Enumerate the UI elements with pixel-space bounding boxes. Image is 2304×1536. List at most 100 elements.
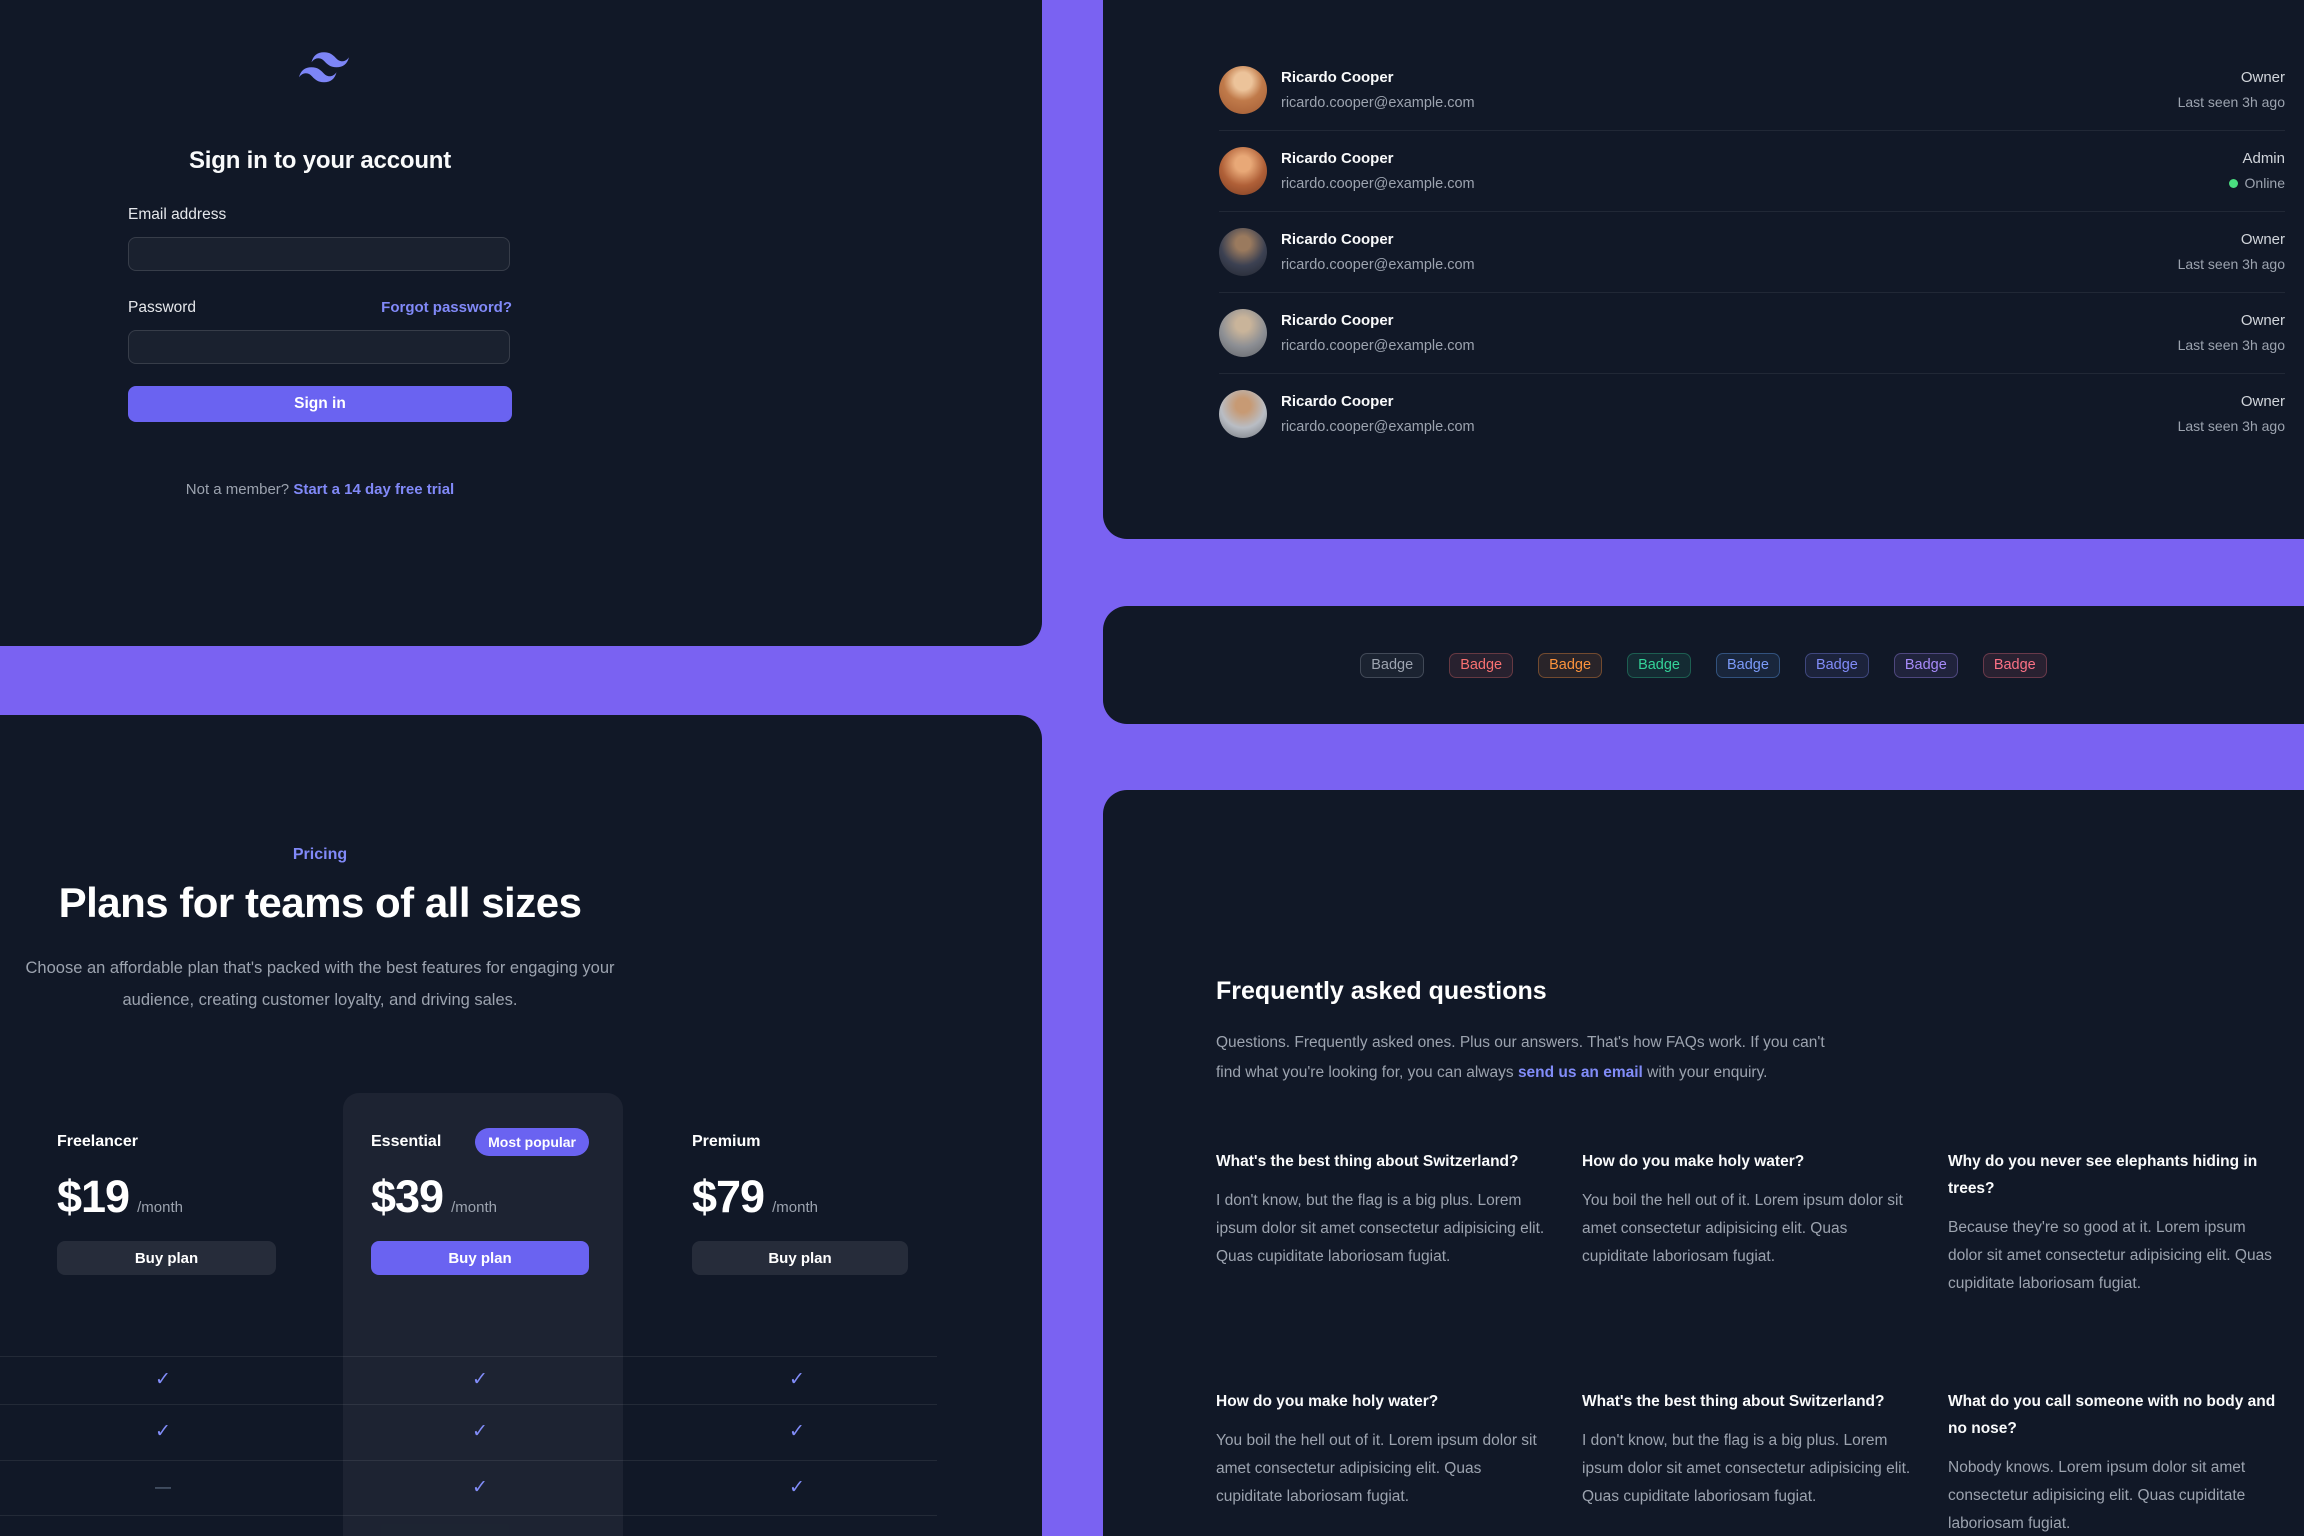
faq-question: What's the best thing about Switzerland? (1582, 1393, 1885, 1410)
user-name: Ricardo Cooper (1281, 392, 1394, 410)
online-dot-icon (2228, 179, 2238, 188)
user-last-seen: Last seen 3h ago (2177, 256, 2285, 272)
password-field[interactable] (128, 330, 510, 364)
team-row: Ricardo Cooper ricardo.cooper@example.co… (1219, 212, 2285, 293)
feature-check: ✓ (155, 1369, 171, 1390)
user-avatar (1219, 390, 1267, 438)
featured-tier-card (343, 1093, 623, 1536)
tier-freelancer: Freelancer $19 /month Buy plan (57, 1127, 276, 1327)
tier-price: $39 (371, 1171, 444, 1222)
tailwind-logo-icon (299, 52, 349, 83)
sign-in-button[interactable]: Sign in (128, 386, 512, 422)
badge-pink: Badge (1982, 652, 2047, 678)
faq-question: How do you make holy water? (1582, 1153, 1805, 1170)
email-field[interactable] (128, 237, 510, 271)
team-list: Ricardo Cooper ricardo.cooper@example.co… (1219, 50, 2285, 454)
most-popular-badge: Most popular (475, 1128, 589, 1156)
feature-check: ✓ (789, 1369, 805, 1390)
pricing-title: Plans for teams of all sizes (58, 879, 582, 926)
buy-plan-button[interactable]: Buy plan (57, 1241, 276, 1275)
team-row: Ricardo Cooper ricardo.cooper@example.co… (1219, 293, 2285, 374)
tier-price: $79 (692, 1171, 765, 1222)
badge-gray: Badge (1360, 652, 1425, 678)
tier-name: Freelancer (57, 1133, 138, 1150)
badge-orange: Badge (1538, 652, 1603, 678)
badge-indigo: Badge (1804, 652, 1869, 678)
faq-question: What's the best thing about Switzerland? (1216, 1153, 1519, 1170)
feature-dash: — (155, 1479, 171, 1496)
user-name: Ricardo Cooper (1281, 311, 1394, 329)
feature-check: ✓ (789, 1421, 805, 1442)
feature-check: ✓ (789, 1477, 805, 1498)
user-name: Ricardo Cooper (1281, 230, 1394, 248)
user-role: Owner (2240, 393, 2285, 410)
faq-title: Frequently asked questions (1216, 976, 1547, 1005)
signup-prompt: Not a member? Start a 14 day free trial (68, 481, 572, 498)
team-row: Ricardo Cooper ricardo.cooper@example.co… (1219, 131, 2285, 212)
user-email: ricardo.cooper@example.com (1281, 94, 1475, 111)
team-row: Ricardo Cooper ricardo.cooper@example.co… (1219, 50, 2285, 131)
badge-blue: Badge (1716, 652, 1780, 678)
tier-name: Essential (371, 1133, 442, 1150)
user-role: Owner (2240, 69, 2285, 86)
tier-essential: Essential Most popular $39 /month Buy pl… (371, 1127, 589, 1327)
feature-check: ✓ (155, 1421, 171, 1442)
badge-green: Badge (1627, 652, 1691, 678)
signup-prompt-text: Not a member? (185, 481, 290, 498)
table-divider (0, 1460, 937, 1461)
faq-row: How do you make holy water? You boil the… (1216, 1388, 2280, 1536)
faq-answer: Because they're so good at it. Lorem ips… (1948, 1219, 2272, 1292)
team-list-panel: Ricardo Cooper ricardo.cooper@example.co… (1103, 0, 2304, 539)
email-label: Email address (128, 206, 227, 223)
faq-intro-text: Questions. Frequently asked ones. Plus o… (1216, 1033, 1825, 1081)
user-name: Ricardo Cooper (1281, 149, 1394, 167)
tier-premium: Premium $79 /month Buy plan (692, 1127, 908, 1327)
free-trial-link[interactable]: Start a 14 day free trial (293, 481, 455, 498)
faq-item: How do you make holy water? You boil the… (1582, 1148, 1914, 1298)
user-last-seen: Last seen 3h ago (2177, 337, 2285, 353)
online-label: Online (2244, 175, 2285, 191)
tier-price: $19 (57, 1171, 130, 1222)
user-online-status: Online (2228, 174, 2285, 193)
badge-red: Badge (1449, 652, 1514, 678)
tier-period: /month (772, 1199, 818, 1216)
buy-plan-button[interactable]: Buy plan (692, 1241, 908, 1275)
buy-plan-button[interactable]: Buy plan (371, 1241, 589, 1275)
feature-check: ✓ (472, 1477, 488, 1498)
password-label: Password (128, 299, 197, 316)
user-last-seen: Last seen 3h ago (2177, 418, 2285, 434)
user-avatar (1219, 66, 1267, 114)
user-email: ricardo.cooper@example.com (1281, 418, 1475, 435)
user-last-seen: Last seen 3h ago (2177, 94, 2285, 110)
badges-panel: Badge Badge Badge Badge Badge Badge Badg… (1103, 606, 2304, 724)
pricing-panel: Pricing Plans for teams of all sizes Cho… (0, 715, 1042, 1536)
faq-intro: Questions. Frequently asked ones. Plus o… (1216, 1028, 1841, 1088)
table-divider (0, 1515, 937, 1516)
faq-intro-suffix: with your enquiry. (1642, 1063, 1768, 1081)
send-email-link[interactable]: send us an email (1517, 1063, 1643, 1081)
signin-panel: Sign in to your account Email address Pa… (0, 0, 1042, 646)
faq-question: How do you make holy water? (1216, 1393, 1439, 1410)
faq-question: What do you call someone with no body an… (1948, 1393, 2276, 1437)
user-name: Ricardo Cooper (1281, 68, 1394, 86)
forgot-password-link[interactable]: Forgot password? (381, 299, 512, 316)
faq-answer: I don't know, but the flag is a big plus… (1582, 1432, 1911, 1505)
user-email: ricardo.cooper@example.com (1281, 256, 1475, 273)
pricing-header: Pricing Plans for teams of all sizes Cho… (0, 846, 640, 1016)
table-divider (0, 1404, 937, 1405)
user-role: Owner (2240, 312, 2285, 329)
user-role: Owner (2240, 231, 2285, 248)
team-row: Ricardo Cooper ricardo.cooper@example.co… (1219, 374, 2285, 454)
badge-purple: Badge (1893, 652, 1958, 678)
faq-item: Why do you never see elephants hiding in… (1948, 1148, 2280, 1298)
faq-question: Why do you never see elephants hiding in… (1948, 1153, 2258, 1197)
tier-period: /month (451, 1199, 497, 1216)
faq-item: What do you call someone with no body an… (1948, 1388, 2280, 1536)
tier-period: /month (137, 1199, 183, 1216)
faq-panel: Frequently asked questions Questions. Fr… (1103, 790, 2304, 1536)
faq-answer: You boil the hell out of it. Lorem ipsum… (1216, 1432, 1537, 1505)
faq-row: What's the best thing about Switzerland?… (1216, 1148, 2280, 1298)
table-divider (0, 1356, 937, 1357)
feature-check: ✓ (472, 1421, 488, 1442)
faq-item: What's the best thing about Switzerland?… (1582, 1388, 1914, 1536)
